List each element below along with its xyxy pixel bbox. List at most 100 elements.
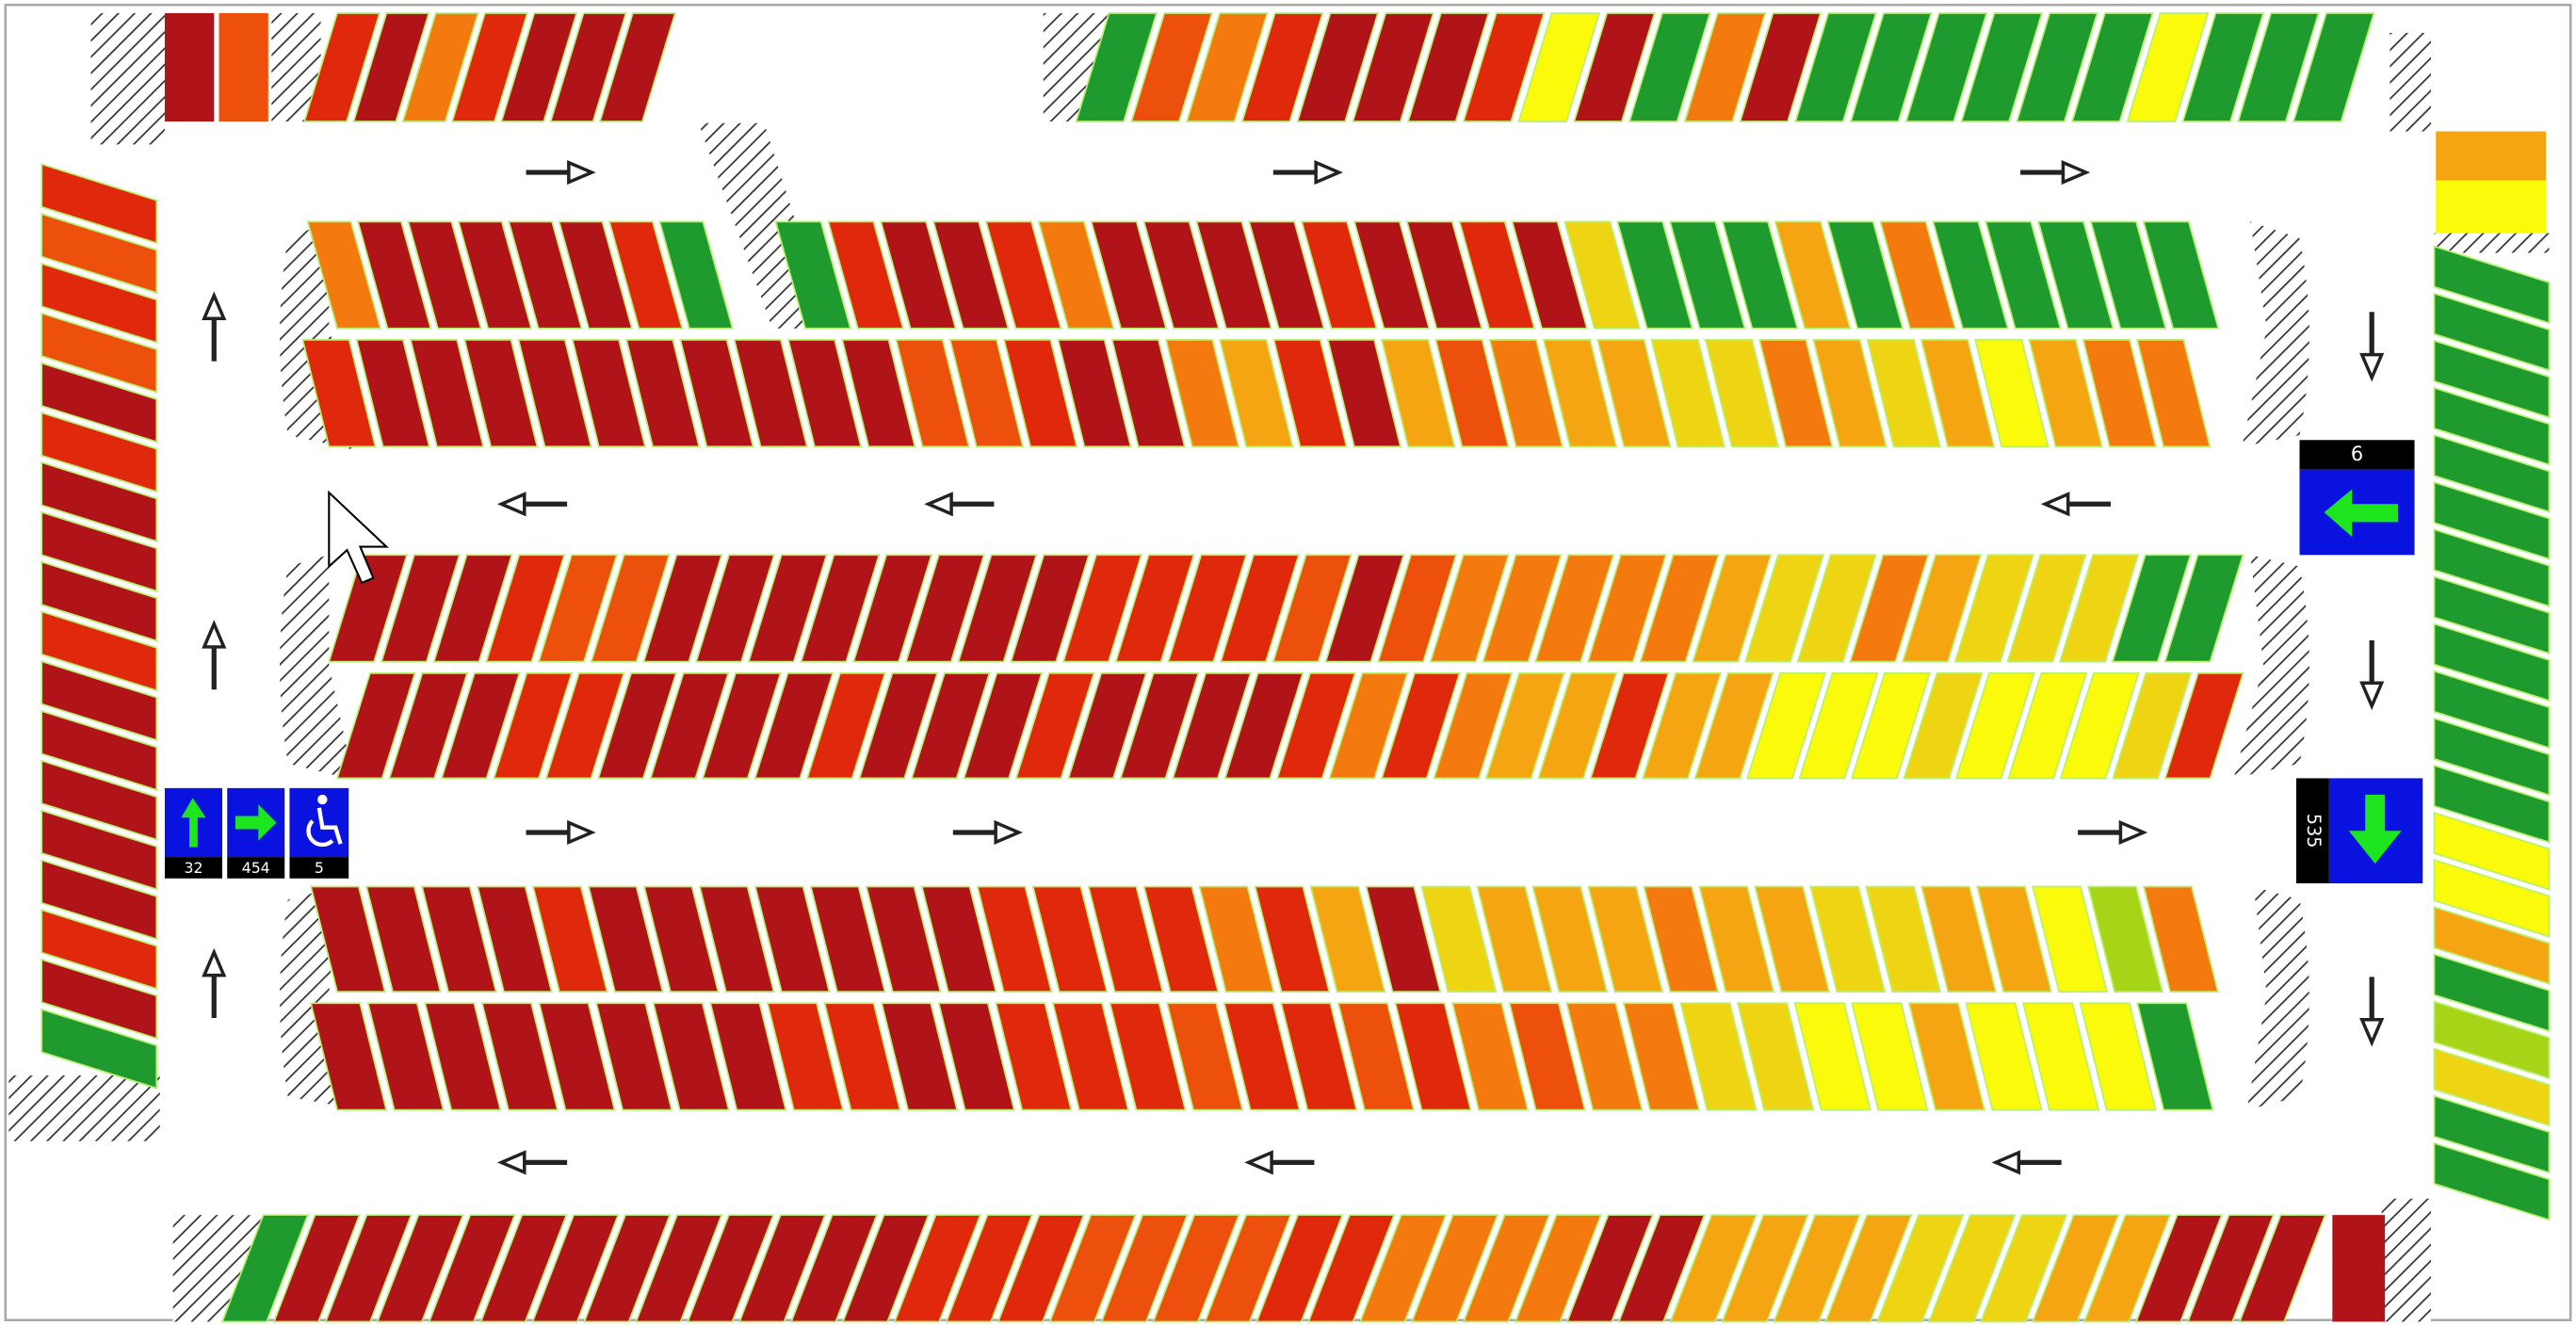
parking-stall xyxy=(625,339,701,448)
parking-stall xyxy=(310,885,386,993)
parking-stall xyxy=(590,554,671,663)
parking-stall xyxy=(531,1214,620,1323)
arrow-head xyxy=(2359,681,2385,711)
parking-stall xyxy=(1679,1002,1758,1111)
parking-stall xyxy=(2433,811,2551,891)
parking-stall xyxy=(2070,12,2154,122)
arrow-head xyxy=(924,492,953,517)
parking-stall xyxy=(1152,1214,1240,1323)
parking-stall xyxy=(809,885,886,993)
parking-stall xyxy=(904,554,985,663)
parking-stall xyxy=(766,1002,845,1111)
mouse-cursor xyxy=(328,490,389,585)
parking-stall xyxy=(995,1002,1073,1111)
parking-stall xyxy=(1692,554,1773,663)
direction-arrow xyxy=(496,1150,568,1175)
parking-stall xyxy=(2433,906,2551,985)
hatch xyxy=(2233,555,2309,779)
parking-stall xyxy=(450,12,529,122)
parking-stall xyxy=(658,220,734,330)
parking-stall xyxy=(1405,220,1483,330)
parking-stall xyxy=(41,859,158,941)
parking-stall xyxy=(41,709,158,791)
parking-stall xyxy=(1907,1002,1986,1111)
arrow-head xyxy=(202,620,227,649)
parking-stall xyxy=(1639,554,1720,663)
parking-stall xyxy=(2433,953,2551,1033)
hatch xyxy=(90,12,165,145)
parking-stall xyxy=(937,1002,1015,1111)
arrow-head xyxy=(2061,159,2091,186)
parking-stall xyxy=(1410,1214,1499,1323)
parking-stall xyxy=(1328,671,1409,780)
parking-stall xyxy=(2031,1214,2120,1323)
parking-stall xyxy=(984,220,1062,330)
parking-stall xyxy=(1754,885,1831,993)
parking-stall xyxy=(1565,1002,1644,1111)
sign-count: 5 xyxy=(315,859,324,877)
hatched-areas xyxy=(8,12,2550,1322)
parking-stall xyxy=(709,1002,787,1111)
parking-stall xyxy=(1031,885,1109,993)
parking-stall xyxy=(2111,554,2192,663)
parking-stall xyxy=(1010,554,1091,663)
parking-stall xyxy=(1254,885,1331,993)
parking-stall xyxy=(1014,671,1095,780)
parking-stall xyxy=(880,220,957,330)
parking-stall xyxy=(479,1214,568,1323)
parking-stall xyxy=(41,759,158,841)
parking-stall xyxy=(2059,671,2140,780)
parking-stall xyxy=(932,220,1010,330)
parking-stall xyxy=(858,671,939,780)
parking-stall xyxy=(380,554,461,663)
arrow-head xyxy=(202,291,227,320)
parking-stall xyxy=(1219,554,1301,663)
parking-stall xyxy=(597,671,678,780)
parking-stall xyxy=(41,560,158,642)
arrow-head xyxy=(202,947,227,978)
parking-stall xyxy=(328,554,409,663)
parking-stall xyxy=(376,1214,464,1323)
parking-stall xyxy=(2006,554,2087,663)
direction-arrows xyxy=(202,159,2385,1175)
parking-stall xyxy=(1796,554,1877,663)
arrow-head xyxy=(1244,1150,1273,1175)
parking-stall xyxy=(1809,885,1887,993)
parking-stall xyxy=(2332,1215,2386,1322)
parking-stall xyxy=(388,671,469,780)
parking-stall xyxy=(2181,12,2265,122)
hatch xyxy=(279,555,354,781)
parking-stall xyxy=(420,885,497,993)
parking-stall xyxy=(1650,339,1725,448)
parking-stall xyxy=(440,671,521,780)
parking-stall xyxy=(1965,1002,2043,1111)
parking-stall xyxy=(1596,339,1672,448)
parking-stall xyxy=(1256,1214,1344,1323)
parking-stall xyxy=(324,1214,413,1323)
parking-stall xyxy=(41,362,158,444)
parking-stall xyxy=(1003,339,1078,448)
parking-stall xyxy=(1167,554,1248,663)
parking-stall xyxy=(1337,1002,1416,1111)
parking-stall xyxy=(1879,220,1957,330)
parking-stall xyxy=(2087,885,2163,993)
parking-stall xyxy=(1851,1002,1929,1111)
direction-arrow xyxy=(1244,1150,1315,1175)
parking-stall xyxy=(1488,339,1563,448)
direction-arrow xyxy=(2359,312,2385,382)
parking-stall xyxy=(2186,1214,2276,1323)
parking-stall xyxy=(41,660,158,742)
parking-stall xyxy=(1974,339,2049,448)
parking-stall xyxy=(2433,339,2551,419)
parking-stall xyxy=(1743,554,1825,663)
parking-stall xyxy=(2163,554,2244,663)
parking-stall xyxy=(1904,12,1988,122)
parking-stall xyxy=(1109,1002,1187,1111)
parking-stall xyxy=(1280,1002,1358,1111)
parking-stall xyxy=(823,1002,901,1111)
parking-stall xyxy=(1275,671,1356,780)
parking-stall xyxy=(1352,12,1434,122)
arrow-head xyxy=(567,819,596,846)
parking-stall xyxy=(893,1214,982,1323)
arrow-head xyxy=(2040,492,2070,517)
